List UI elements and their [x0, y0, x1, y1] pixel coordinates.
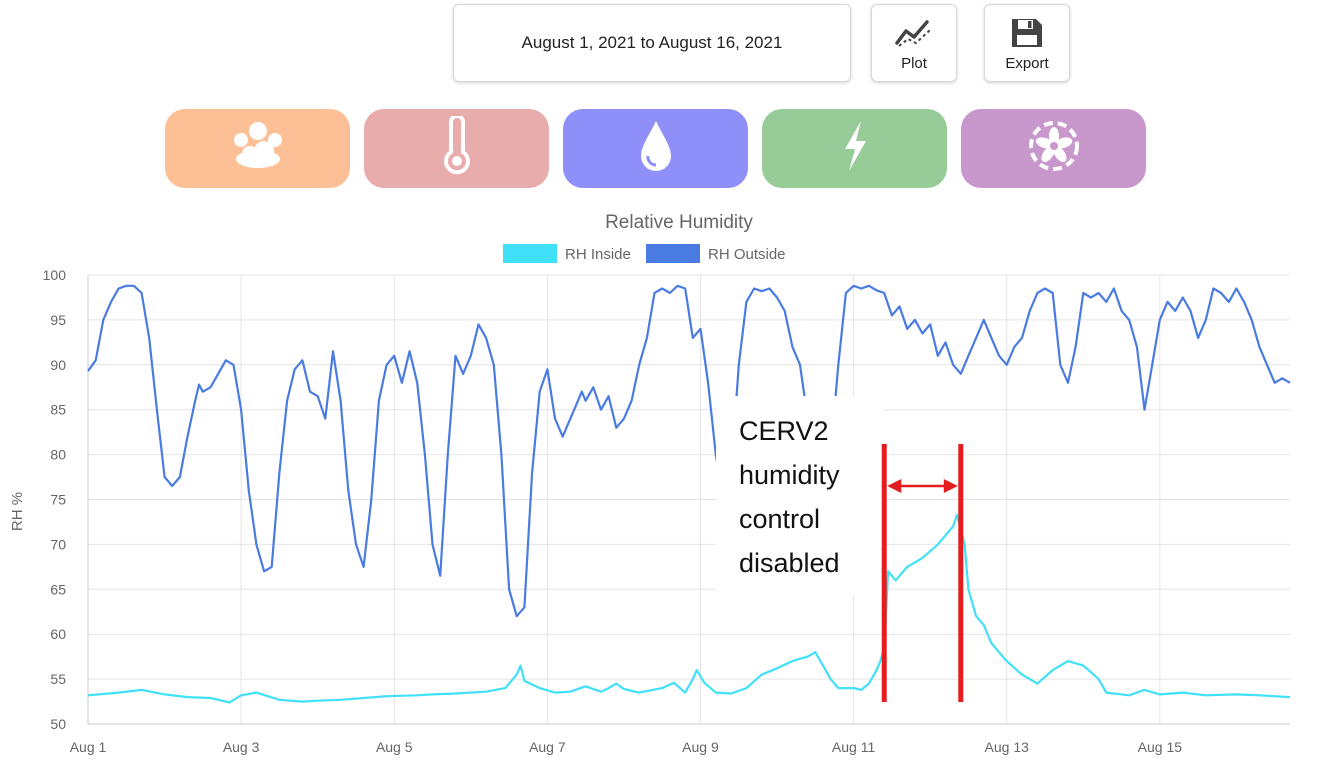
y-tick-label: 55	[50, 671, 66, 687]
y-axis-label: RH %	[9, 492, 26, 531]
date-range-label: August 1, 2021 to August 16, 2021	[521, 33, 783, 52]
legend-label-0: RH Inside	[565, 246, 631, 263]
annotation-arrow-left-head	[887, 479, 902, 493]
y-tick-label: 50	[50, 716, 66, 732]
date-range-picker[interactable]: August 1, 2021 to August 16, 2021	[453, 4, 851, 82]
y-tick-label: 60	[50, 626, 66, 642]
export-label: Export	[1005, 54, 1049, 72]
thermometer-icon	[439, 114, 475, 181]
x-tick-label: Aug 3	[223, 739, 260, 755]
series-line-rh-outside	[87, 284, 1291, 618]
series-line-rh-inside	[87, 513, 1291, 704]
ventilation-category-button[interactable]	[961, 109, 1146, 188]
x-tick-label: Aug 1	[70, 739, 107, 755]
y-tick-label: 85	[50, 402, 66, 418]
x-tick-label: Aug 15	[1138, 739, 1183, 755]
x-tick-label: Aug 9	[682, 739, 719, 755]
annotation-arrow-right-head	[943, 479, 958, 493]
humidity-drop-icon	[636, 118, 676, 179]
annotation-text: CERV2 humidity control disabled	[739, 416, 840, 578]
weather-icon	[228, 118, 288, 179]
annotation-box	[716, 396, 884, 596]
legend-swatch-1	[646, 244, 700, 263]
plot-label: Plot	[901, 54, 927, 72]
annotation-line: humidity	[739, 460, 840, 490]
y-tick-label: 80	[50, 447, 66, 463]
plot-button[interactable]: Plot	[871, 4, 957, 82]
y-tick-label: 95	[50, 312, 66, 328]
y-tick-label: 100	[43, 267, 67, 283]
annotation-line: control	[739, 504, 820, 534]
line-chart-icon	[894, 15, 934, 51]
export-button[interactable]: Export	[984, 4, 1070, 82]
lightning-icon	[837, 118, 873, 179]
y-tick-label: 70	[50, 536, 66, 552]
rh-chart: Relative Humidity RH Inside RH Outside 50 55…	[9, 212, 1291, 755]
x-tick-label: Aug 13	[985, 739, 1030, 755]
x-tick-label: Aug 7	[529, 739, 566, 755]
y-tick-label: 75	[50, 492, 66, 508]
humidity-category-button[interactable]	[563, 109, 748, 188]
legend-label-1: RH Outside	[708, 246, 786, 263]
legend-swatch-0	[503, 244, 557, 263]
annotation-line: disabled	[739, 548, 840, 578]
fan-icon	[1026, 118, 1082, 179]
rh-chart-container: Relative Humidity RH Inside RH Outside 50 55…	[0, 200, 1325, 763]
weather-category-button[interactable]	[165, 109, 350, 188]
annotation-line: CERV2	[739, 416, 829, 446]
chart-title: Relative Humidity	[605, 212, 753, 233]
power-category-button[interactable]	[762, 109, 947, 188]
x-tick-label: Aug 5	[376, 739, 413, 755]
save-disk-icon	[1007, 15, 1047, 51]
x-tick-label: Aug 11	[832, 739, 876, 755]
y-tick-label: 65	[50, 581, 66, 597]
y-tick-label: 90	[50, 357, 66, 373]
temperature-category-button[interactable]	[364, 109, 549, 188]
